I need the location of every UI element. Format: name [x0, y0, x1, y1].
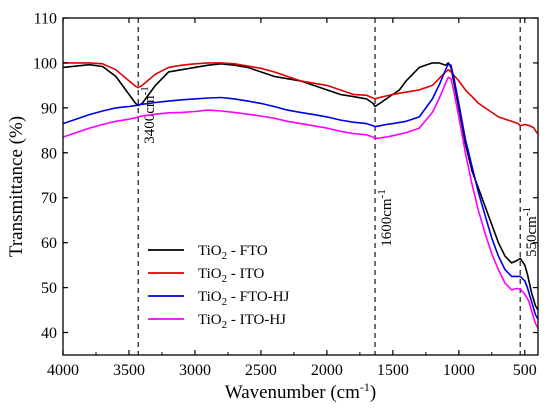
series-line-2 [63, 62, 539, 135]
reference-line-label-sup: -1 [521, 207, 533, 216]
y-tick-label: 40 [41, 325, 57, 342]
reference-line-label-main: 550cm [524, 216, 540, 257]
x-tick-label: 500 [513, 362, 537, 379]
x-tick-label: 1500 [377, 362, 409, 379]
axis-ticks: 4000 3500 3000 2500 2000 1500 1000 500 40 50 60 70 8… [33, 11, 538, 379]
legend-entry-sub: 2 [222, 319, 228, 331]
y-tick-label: 70 [41, 190, 57, 207]
y-tick-label: 110 [34, 11, 57, 28]
y-tick-label: 90 [41, 100, 57, 117]
series-lines [62, 62, 539, 329]
x-tick-label: 2000 [311, 362, 343, 379]
series-line-3 [62, 63, 539, 320]
legend-entry-tail: - ITO [227, 266, 264, 282]
x-tick-label: 2500 [245, 362, 277, 379]
x-tick-label: 3000 [179, 362, 211, 379]
series-line-4 [62, 76, 539, 329]
legend-entry-tail: - FTO [227, 243, 268, 259]
legend-entry-main: TiO [198, 243, 222, 259]
x-tick-label: 1000 [443, 362, 475, 379]
y-tick-label: 60 [41, 235, 57, 252]
reference-line-label-sup: -1 [139, 86, 151, 95]
reference-line-label-main: 3400cm [142, 95, 158, 144]
legend-entry: TiO2 - ITO-HJ [198, 312, 286, 331]
legend-entry-tail: - FTO-HJ [227, 289, 289, 305]
reference-line-label: 1600cm-1 [376, 189, 395, 247]
reference-line-label-main: 1600cm [379, 198, 395, 247]
plot-frame [62, 17, 539, 356]
legend-entry-main: TiO [198, 312, 222, 328]
y-tick-label: 80 [41, 145, 57, 162]
legend-entry-sub: 2 [222, 296, 228, 308]
x-axis-title-tail: ) [370, 382, 376, 403]
y-tick-label: 50 [41, 280, 57, 297]
x-axis-title: Wavenumber (cm-1) [225, 380, 376, 403]
x-axis-title-sup: -1 [360, 380, 370, 394]
y-tick-label: 100 [33, 55, 57, 72]
reference-line-label-sup: -1 [376, 189, 388, 198]
reference-line-label: 3400cm-1 [139, 86, 158, 144]
series-line-1 [62, 62, 539, 311]
legend-entry: TiO2 - ITO [198, 266, 265, 285]
legend-entry-sub: 2 [222, 273, 228, 285]
x-tick-label: 4000 [47, 362, 79, 379]
y-axis-title: Transmittance (%) [6, 116, 27, 257]
legend-entry-main: TiO [198, 266, 222, 282]
legend-entry-sub: 2 [222, 250, 228, 262]
legend-entry-tail: - ITO-HJ [227, 312, 286, 328]
legend-entry: TiO2 - FTO-HJ [198, 289, 290, 308]
reference-line-label: 550cm-1 [521, 207, 540, 257]
legend-entry-main: TiO [198, 289, 222, 305]
x-tick-label: 3500 [113, 362, 145, 379]
x-axis-title-main: Wavenumber (cm [225, 382, 360, 403]
legend-entry: TiO2 - FTO [198, 243, 268, 262]
